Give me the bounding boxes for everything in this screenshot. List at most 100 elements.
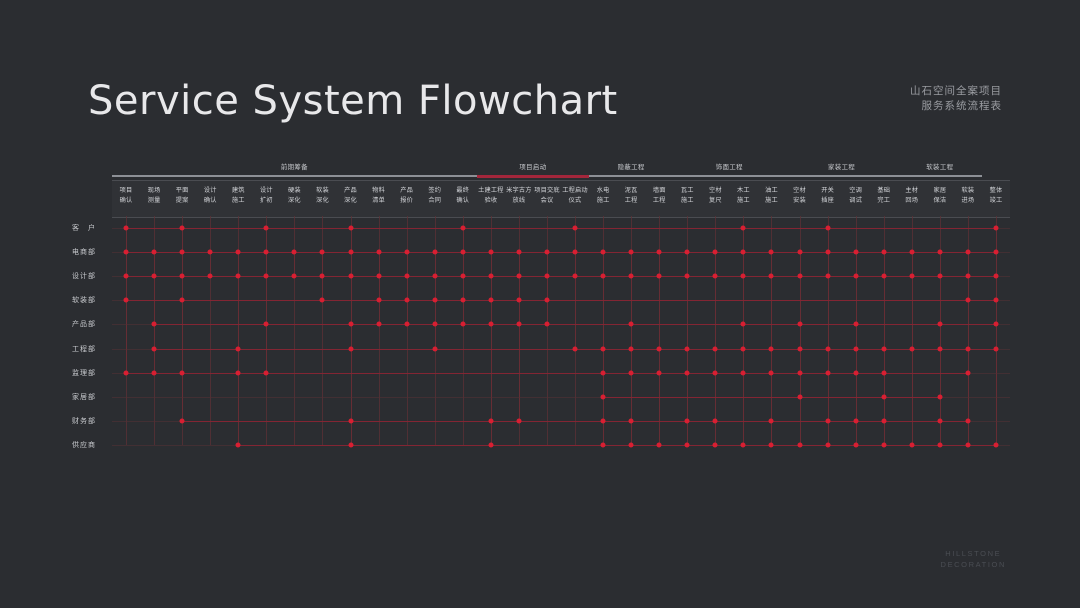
flow-node-dot[interactable]: [263, 249, 269, 255]
flow-node-dot[interactable]: [768, 273, 774, 279]
column-header[interactable]: 设计 扩初: [252, 186, 280, 205]
flow-node-dot[interactable]: [881, 273, 887, 279]
flow-node-dot[interactable]: [881, 442, 887, 448]
column-header[interactable]: 软装 进场: [954, 186, 982, 205]
column-header[interactable]: 软装 深化: [308, 186, 336, 205]
flow-node-dot[interactable]: [881, 394, 887, 400]
flow-node-dot[interactable]: [123, 297, 129, 303]
flow-node-dot[interactable]: [207, 273, 213, 279]
flow-node-dot[interactable]: [460, 249, 466, 255]
flow-node-dot[interactable]: [544, 321, 550, 327]
flow-node-dot[interactable]: [740, 442, 746, 448]
flow-node-dot[interactable]: [572, 249, 578, 255]
flow-node-dot[interactable]: [965, 297, 971, 303]
flow-node-dot[interactable]: [432, 273, 438, 279]
column-header[interactable]: 水电 施工: [589, 186, 617, 205]
flow-node-dot[interactable]: [488, 418, 494, 424]
flow-node-dot[interactable]: [432, 297, 438, 303]
flow-node-dot[interactable]: [993, 442, 999, 448]
flow-node-dot[interactable]: [853, 418, 859, 424]
flow-node-dot[interactable]: [993, 297, 999, 303]
flow-node-dot[interactable]: [572, 346, 578, 351]
flow-node-dot[interactable]: [516, 418, 522, 424]
flow-node-dot[interactable]: [712, 418, 718, 424]
flow-node-dot[interactable]: [488, 442, 494, 448]
flow-node-dot[interactable]: [909, 442, 915, 448]
flow-node-dot[interactable]: [151, 321, 157, 327]
flow-node-dot[interactable]: [460, 225, 466, 231]
flow-node-dot[interactable]: [628, 418, 634, 424]
flow-node-dot[interactable]: [797, 442, 803, 448]
flow-node-dot[interactable]: [993, 273, 999, 279]
flow-node-dot[interactable]: [263, 370, 269, 376]
flow-node-dot[interactable]: [600, 249, 606, 255]
row-label[interactable]: 电商部: [72, 249, 96, 257]
row-label[interactable]: 家居部: [72, 393, 96, 401]
flow-node-dot[interactable]: [825, 370, 831, 376]
flow-node-dot[interactable]: [684, 249, 690, 255]
flow-node-dot[interactable]: [825, 225, 831, 231]
flow-node-dot[interactable]: [797, 273, 803, 279]
flow-node-dot[interactable]: [460, 297, 466, 303]
flow-node-dot[interactable]: [712, 273, 718, 279]
flow-node-dot[interactable]: [235, 442, 241, 448]
flow-node-dot[interactable]: [853, 370, 859, 376]
flow-node-dot[interactable]: [937, 442, 943, 448]
flow-node-dot[interactable]: [404, 249, 410, 255]
column-header[interactable]: 米字古方 放线: [505, 186, 533, 205]
column-header[interactable]: 开关 插座: [814, 186, 842, 205]
flow-node-dot[interactable]: [123, 370, 129, 376]
column-header[interactable]: 产品 深化: [337, 186, 365, 205]
flow-node-dot[interactable]: [628, 249, 634, 255]
flow-node-dot[interactable]: [965, 346, 971, 351]
flow-node-dot[interactable]: [853, 273, 859, 279]
flow-node-dot[interactable]: [740, 346, 746, 351]
flow-node-dot[interactable]: [291, 249, 297, 255]
flow-node-dot[interactable]: [768, 370, 774, 376]
flow-node-dot[interactable]: [656, 346, 662, 351]
flow-node-dot[interactable]: [235, 370, 241, 376]
flow-node-dot[interactable]: [151, 273, 157, 279]
row-label[interactable]: 财务部: [72, 417, 96, 425]
column-header[interactable]: 墙面 工程: [645, 186, 673, 205]
flow-node-dot[interactable]: [853, 249, 859, 255]
flow-node-dot[interactable]: [123, 225, 129, 231]
flow-node-dot[interactable]: [965, 273, 971, 279]
column-header[interactable]: 签约 合同: [421, 186, 449, 205]
flow-node-dot[interactable]: [937, 346, 943, 351]
flow-node-dot[interactable]: [179, 225, 185, 231]
column-header[interactable]: 设计 确认: [196, 186, 224, 205]
column-header[interactable]: 物料 清单: [365, 186, 393, 205]
flow-node-dot[interactable]: [488, 297, 494, 303]
flow-node-dot[interactable]: [768, 418, 774, 424]
flow-node-dot[interactable]: [179, 249, 185, 255]
flow-node-dot[interactable]: [460, 321, 466, 327]
flow-node-dot[interactable]: [684, 346, 690, 351]
flow-node-dot[interactable]: [768, 249, 774, 255]
row-label[interactable]: 监理部: [72, 369, 96, 377]
flow-node-dot[interactable]: [488, 273, 494, 279]
flow-node-dot[interactable]: [404, 273, 410, 279]
flow-node-dot[interactable]: [376, 321, 382, 327]
flow-node-dot[interactable]: [712, 442, 718, 448]
flow-node-dot[interactable]: [740, 249, 746, 255]
flow-node-dot[interactable]: [348, 249, 354, 255]
flow-node-dot[interactable]: [825, 442, 831, 448]
flow-node-dot[interactable]: [993, 225, 999, 231]
flow-node-dot[interactable]: [348, 442, 354, 448]
flow-node-dot[interactable]: [768, 442, 774, 448]
flow-node-dot[interactable]: [740, 273, 746, 279]
flow-node-dot[interactable]: [797, 249, 803, 255]
flow-node-dot[interactable]: [460, 273, 466, 279]
flow-node-dot[interactable]: [123, 249, 129, 255]
flow-node-dot[interactable]: [151, 249, 157, 255]
flow-node-dot[interactable]: [881, 346, 887, 351]
column-header[interactable]: 现场 测量: [140, 186, 168, 205]
flow-node-dot[interactable]: [684, 442, 690, 448]
flow-node-dot[interactable]: [797, 394, 803, 400]
flow-node-dot[interactable]: [348, 225, 354, 231]
column-header[interactable]: 硬装 深化: [280, 186, 308, 205]
flow-node-dot[interactable]: [600, 273, 606, 279]
flow-node-dot[interactable]: [684, 418, 690, 424]
flow-node-dot[interactable]: [993, 249, 999, 255]
